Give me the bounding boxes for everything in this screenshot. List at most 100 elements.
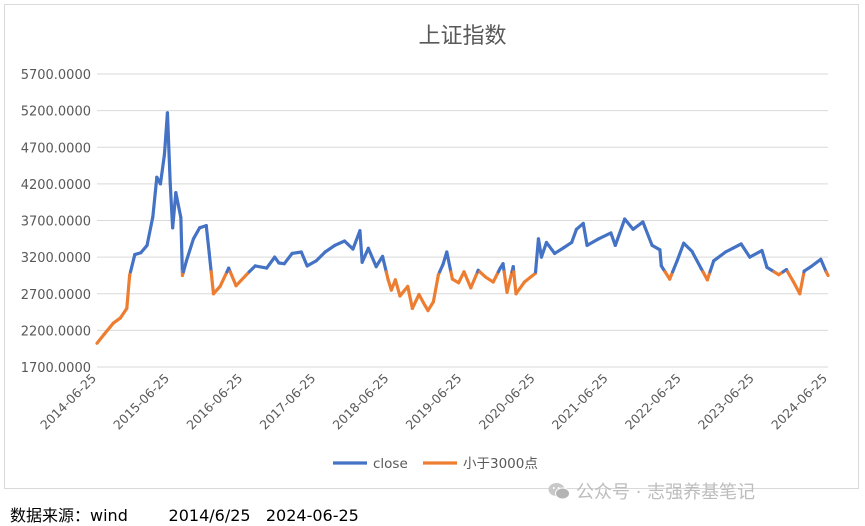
series-close-segment [585,237,601,248]
series-below-3000-segment [417,292,427,308]
series-close-segment [623,217,635,231]
series-close-segment [128,252,137,274]
x-tick-label: 2019-06-25 [403,371,465,433]
series-below-3000-segment [462,270,473,290]
legend-label-1: 小于3000点 [463,456,538,472]
series-below-3000-segment [125,273,132,310]
series-close-segment [712,250,728,263]
series-close-segment [184,237,196,263]
series-below-3000-segment [512,270,518,296]
series-close-segment [380,254,388,274]
series-close-segment [171,191,178,230]
series-below-3000-segment [426,300,435,313]
series-close-segment [445,250,453,274]
series-close-segment [631,220,645,231]
chart-frame: 上证指数 1700.0000 2200.0000 2700.0000 3200.0000… [4,4,859,489]
y-tick-label: 5200.0000 [21,105,91,120]
y-tick-label: 3200.0000 [21,251,91,266]
series-close-segment [613,217,627,248]
series-close-segment [739,242,752,259]
series-close-segment [145,215,155,248]
x-tick-label: 2017-06-25 [256,371,318,433]
x-tick-label: 2024-06-25 [768,371,830,433]
series-close-segment [305,259,318,268]
x-tick-label: 2015-06-25 [110,371,172,433]
series-below-3000-segment [218,270,229,289]
y-tick-label: 4700.0000 [21,141,91,156]
series-below-3000-segment [406,284,414,310]
series-close-segment [358,229,364,264]
series-close-segment [544,240,557,256]
start-date: 2014/6/25 [168,506,251,525]
y-tick-label: 2700.0000 [21,288,91,303]
series-close-segment [191,226,202,241]
series-below-3000-segment [522,271,538,284]
series-below-3000-segment [469,270,480,290]
series-close-segment [179,215,184,274]
series-close-segment [539,240,549,259]
source-label: 数据来源： [10,506,91,525]
series-close-segment [658,248,663,268]
watermark-text: 公众号 · 志强养基笔记 [576,482,756,503]
x-tick-label: 2018-06-25 [329,371,391,433]
series-close-segment [151,175,159,219]
series-close-segment [597,231,613,241]
series-below-3000-segment [505,270,514,294]
x-tick-label: 2023-06-25 [695,371,757,433]
y-tick-label: 3700.0000 [21,215,91,230]
series-close-segment [760,248,769,269]
series-below-3000-segment [410,292,421,310]
series-below-3000-segment [798,270,806,296]
series-close-segment [682,241,694,253]
source-name: wind [90,506,128,525]
y-tick-label: 2200.0000 [21,324,91,339]
series-below-3000-segment [209,270,216,296]
series-close-segment [253,264,269,270]
series-close-segment [342,239,355,251]
wechat-icon [548,483,570,500]
series-close-segment [641,220,654,248]
series-below-3000-segment [393,278,402,298]
series-below-3000-segment [228,270,238,288]
series-close-segment [174,191,183,220]
x-tick-label: 2014-06-25 [37,371,99,433]
x-tick-label: 2020-06-25 [476,371,538,433]
y-tick-label: 1700.0000 [21,361,91,376]
end-date: 2024-06-25 [265,506,359,525]
series-below-3000-segment [95,332,107,345]
chart-title: 上证指数 [418,24,506,49]
series-close-segment [819,257,828,273]
series-below-3000-segment [118,306,129,320]
series-close-segment [748,248,764,259]
series-below-3000-segment [824,270,830,278]
series-close-segment [553,246,566,256]
series-close-segment [570,227,579,245]
y-tick-label: 4200.0000 [21,178,91,193]
x-tick-label: 2016-06-25 [183,371,245,433]
line-chart: 上证指数 1700.0000 2200.0000 2700.0000 3200.0000… [21,24,830,472]
series-close-segment [207,251,213,274]
x-tick-label: 2021-06-25 [549,371,611,433]
legend-label-0: close [373,456,408,472]
series-below-3000-segment [514,280,527,296]
series-below-3000-segment [234,270,251,288]
series-close-segment [265,255,277,270]
series-close-segment [181,259,189,274]
series-close-segment [314,250,327,263]
series-close-segment [165,111,172,186]
series-close-segment [360,246,370,264]
series-close-segment [366,246,378,269]
series-close-segment [158,152,167,186]
series-close-segment [809,257,823,269]
series-below-3000-segment [102,321,116,336]
series-close-segment [204,224,211,256]
series-close-segment [282,251,294,266]
series-below-3000-segment [431,273,440,304]
series-close-segment [299,250,309,268]
series-close-segment [675,241,686,263]
data-source-note: 数据来源：wind 2014/6/25 2024-06-25 [10,502,359,526]
x-tick-label: 2022-06-25 [622,371,684,433]
series-close-segment [671,259,679,274]
series-close-segment [690,249,703,270]
series-close-segment [323,243,337,254]
